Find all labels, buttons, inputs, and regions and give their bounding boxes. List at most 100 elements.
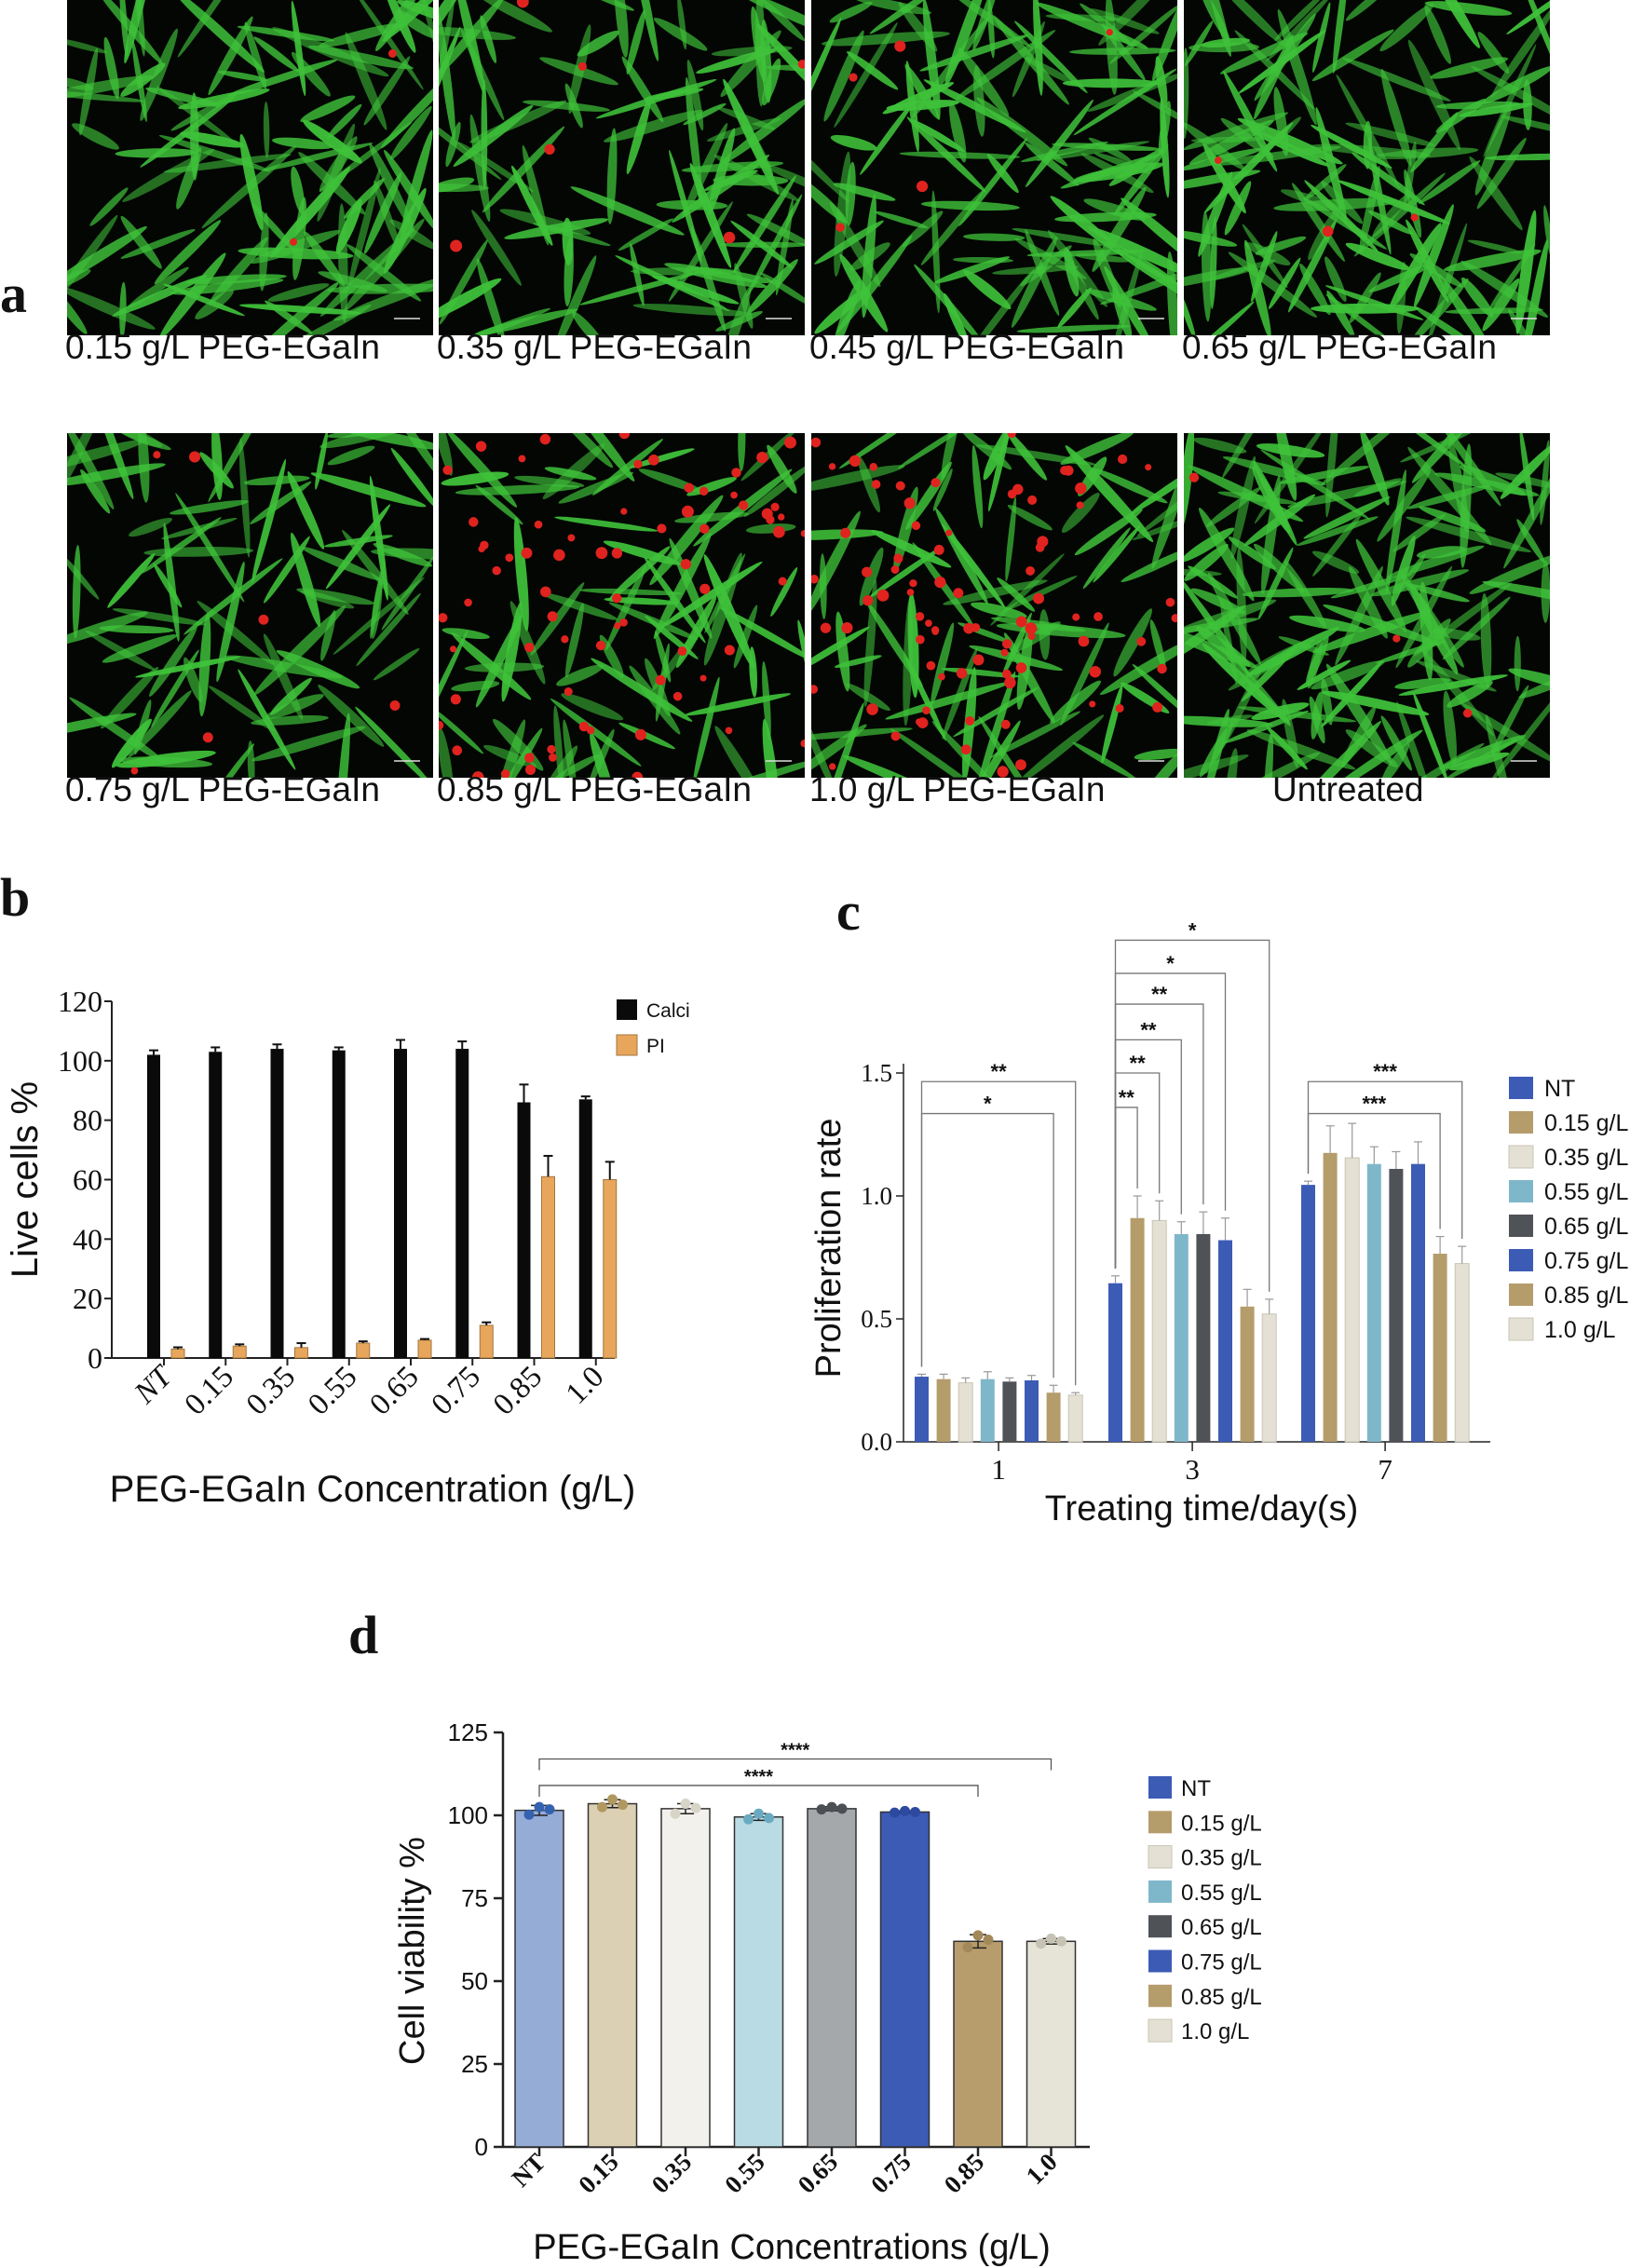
- live-cell: [674, 511, 749, 523]
- dead-cell: [500, 769, 510, 778]
- significance-label: **: [1130, 1052, 1147, 1075]
- legend-label: NT: [1544, 1076, 1575, 1102]
- live-cell: [158, 252, 226, 335]
- x-axis-label: Treating time/day(s): [1045, 1489, 1358, 1528]
- live-cell: [1418, 160, 1481, 204]
- live-cell: [363, 56, 411, 126]
- dead-cell: [648, 455, 659, 466]
- micrograph-caption: 1.0 g/L PEG-EGaIn: [809, 770, 1106, 808]
- live-cell: [439, 278, 502, 324]
- live-cell: [1184, 433, 1195, 531]
- live-cell: [325, 504, 391, 590]
- live-cell: [556, 664, 604, 686]
- significance-label: *: [1189, 922, 1197, 942]
- live-cell: [1225, 748, 1238, 778]
- micrograph-5: [67, 433, 433, 778]
- live-cell: [554, 754, 600, 778]
- chart-d: 0 25 50 75 100 125 NT 0.15 0.35 0.55 0.65 0.75 0.85 1…: [393, 1718, 1262, 2267]
- live-cell: [149, 626, 197, 698]
- bar: [1174, 1233, 1189, 1442]
- live-cell: [1184, 605, 1245, 665]
- micrograph-svg: [811, 0, 1177, 335]
- dead-cell: [188, 451, 201, 463]
- live-cell: [67, 286, 156, 330]
- micrograph-7: [811, 433, 1177, 778]
- y-tick-label: 0: [88, 1341, 102, 1375]
- dead-cell: [595, 640, 606, 651]
- live-cell: [333, 577, 425, 655]
- live-cell: [318, 684, 385, 747]
- live-cell: [1407, 39, 1460, 151]
- live-cell: [122, 148, 215, 202]
- x-tick-label: 0.85: [487, 1360, 549, 1421]
- dead-cell: [1015, 759, 1026, 771]
- bar-pi: [356, 1342, 371, 1359]
- data-point: [816, 1804, 827, 1815]
- live-cell: [445, 433, 518, 508]
- bar-pi: [294, 1347, 308, 1359]
- y-tick-label: 50: [461, 1967, 488, 1995]
- live-cell: [1098, 0, 1172, 46]
- dead-cell: [620, 508, 628, 515]
- dead-cell: [894, 40, 906, 52]
- live-cell: [1264, 116, 1301, 152]
- live-cell: [905, 657, 946, 741]
- live-cell: [1325, 663, 1392, 765]
- dead-cell: [1072, 613, 1080, 621]
- live-cell: [615, 255, 730, 312]
- dead-cell: [561, 635, 569, 644]
- live-cell: [621, 56, 664, 123]
- live-cell: [719, 606, 805, 663]
- x-tick-label: 0.75: [865, 2148, 917, 2199]
- live-cell: [1437, 273, 1494, 335]
- live-cell: [1184, 754, 1249, 778]
- significance-bracket: [1114, 1039, 1182, 1269]
- significance-label: **: [1140, 1018, 1157, 1041]
- legend-label: 0.55 g/L: [1181, 1881, 1262, 1906]
- significance-label: ***: [1362, 1093, 1386, 1116]
- live-cell: [439, 706, 484, 754]
- live-cell: [664, 263, 767, 289]
- panel-c-letter: c: [836, 881, 861, 942]
- live-cell: [1476, 137, 1527, 210]
- bar-calcein: [517, 1102, 531, 1358]
- dead-cell: [960, 744, 971, 755]
- live-cell: [163, 154, 292, 173]
- bar: [915, 1377, 929, 1442]
- bar-calcein: [209, 1052, 223, 1358]
- live-cell: [145, 88, 222, 107]
- legend-swatch: [1148, 1880, 1172, 1903]
- live-cell: [1514, 635, 1521, 692]
- live-cell: [375, 0, 422, 51]
- live-cell: [614, 0, 629, 58]
- y-tick-label: 120: [58, 985, 102, 1018]
- live-cell: [1224, 181, 1252, 236]
- live-cell: [208, 686, 275, 732]
- x-tick-label: 7: [1378, 1453, 1392, 1486]
- legend-swatch: [617, 999, 637, 1020]
- live-cell: [1419, 581, 1433, 681]
- live-cell: [1093, 469, 1168, 504]
- live-cell: [1007, 505, 1053, 531]
- live-cell: [1312, 2, 1331, 74]
- live-cell: [310, 472, 427, 508]
- live-cell: [1245, 627, 1339, 677]
- panel-d-letter: d: [348, 1605, 379, 1665]
- dead-cell: [672, 691, 683, 701]
- data-point: [910, 1806, 920, 1817]
- micrograph-svg: [439, 0, 805, 335]
- bar-pi: [603, 1179, 618, 1359]
- live-cell: [963, 269, 1012, 310]
- dead-cell: [534, 520, 543, 529]
- live-cell: [113, 433, 163, 448]
- live-cell: [120, 229, 196, 259]
- dead-cell: [925, 619, 932, 627]
- live-cell: [958, 720, 1021, 778]
- live-cell: [1424, 1, 1513, 16]
- bar: [660, 1808, 711, 2148]
- x-tick-label: 0.15: [179, 1360, 240, 1421]
- live-cell: [1370, 569, 1470, 597]
- dead-cell: [840, 527, 851, 538]
- live-cell: [439, 239, 488, 325]
- dead-cell: [1078, 635, 1090, 647]
